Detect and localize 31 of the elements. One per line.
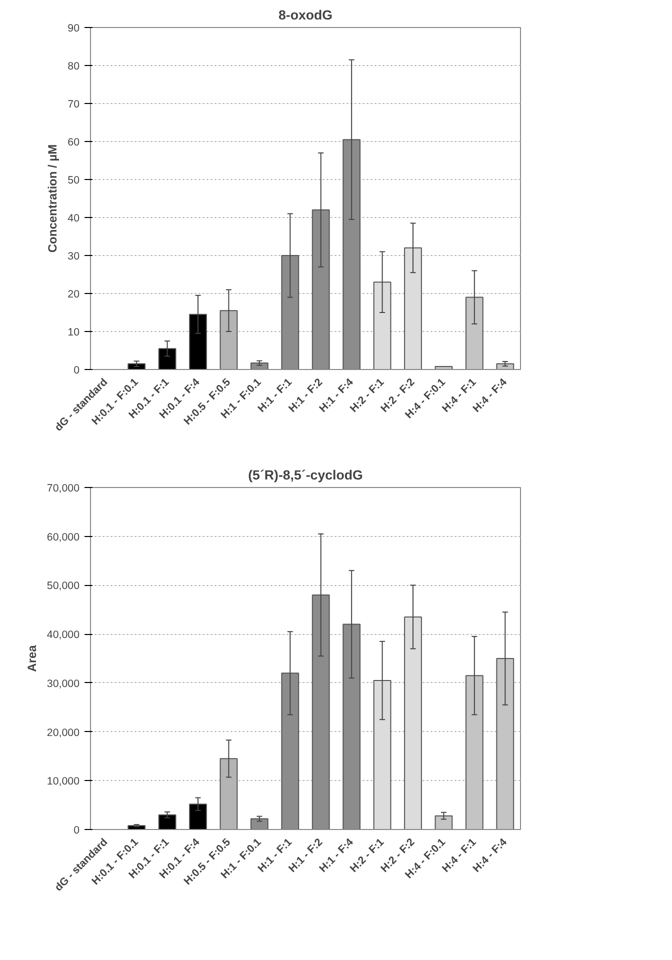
y-tick-label: 30,000: [46, 678, 80, 690]
bar: [373, 282, 392, 370]
bar: [434, 815, 453, 830]
y-tick-label: 10,000: [46, 776, 80, 788]
y-tick-label: 40,000: [46, 629, 80, 642]
y-tick-label: 40: [68, 212, 80, 224]
y-axis-title: Area: [24, 644, 39, 672]
y-tick-label: 0: [74, 364, 80, 376]
y-tick-label: 70: [68, 98, 80, 110]
bar: [189, 804, 207, 830]
y-tick-label: 70,000: [46, 482, 80, 494]
bar: [158, 348, 176, 370]
y-tick-label: 80: [68, 60, 80, 72]
bar: [404, 247, 422, 370]
y-tick-label: 0: [74, 824, 80, 836]
y-tick-label: 30: [68, 250, 80, 262]
y-tick-label: 60,000: [46, 531, 80, 544]
y-tick-label: 10: [68, 326, 80, 338]
y-tick-label: 20: [68, 288, 80, 300]
bar: [189, 314, 207, 370]
y-tick-label: 50: [68, 174, 80, 186]
bar: [373, 680, 392, 830]
chart-title: (5´R)-8,5´-cyclodG: [248, 468, 363, 482]
bar: [404, 616, 422, 830]
y-tick-label: 90: [68, 22, 80, 34]
y-axis-title: Concentration / µM: [46, 144, 60, 253]
chart-title: 8-oxodG: [278, 8, 333, 22]
bar: [158, 814, 176, 830]
y-tick-label: 60: [68, 136, 80, 148]
y-tick-label: 20,000: [46, 726, 80, 739]
y-tick-label: 50,000: [46, 580, 80, 592]
